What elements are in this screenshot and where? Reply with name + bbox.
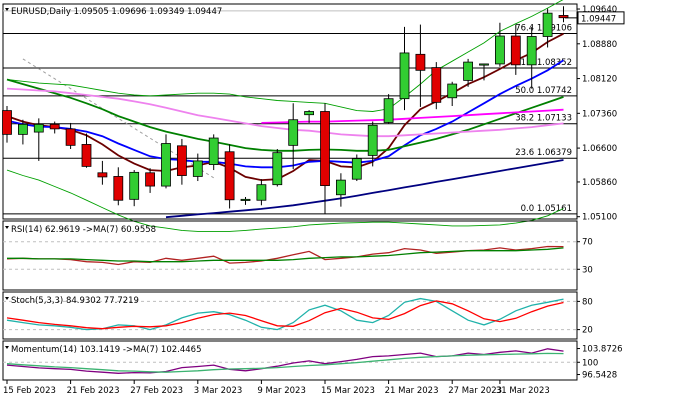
price-axis-label: 1.06600 bbox=[582, 144, 617, 154]
momentum-series-1 bbox=[6, 348, 564, 374]
price-axis-label: 1.05100 bbox=[582, 213, 617, 223]
candle-body bbox=[192, 160, 203, 177]
fib-level-label: 0.0 1.05161 bbox=[521, 204, 572, 214]
momentum-title: Momentum(14) 103.1419 ->MA(7) 102.4465 bbox=[11, 345, 201, 355]
time-axis-label: 27 Mar 2023 bbox=[448, 386, 502, 396]
rsi-axis-label: 70 bbox=[582, 238, 593, 248]
moving-average-1 bbox=[6, 32, 564, 182]
momentum-arrow-icon bbox=[5, 346, 9, 349]
momentum-series-2 bbox=[6, 352, 564, 373]
bollinger-lower bbox=[6, 169, 564, 232]
candle-body bbox=[351, 158, 362, 180]
candle-body bbox=[542, 12, 553, 37]
momentum-axis-label: 100 bbox=[582, 358, 598, 368]
rsi-series-1 bbox=[6, 245, 564, 266]
candle-body bbox=[335, 179, 346, 196]
fib-level-label: 50.0 1.07742 bbox=[515, 86, 572, 96]
time-axis-label: 21 Mar 2023 bbox=[385, 386, 439, 396]
candle-body bbox=[320, 111, 330, 187]
candle-body bbox=[161, 143, 171, 187]
momentum-axis-label: 103.8726 bbox=[582, 345, 623, 355]
momentum-panel: 103.8726 100 96.5428 Momentum(14) 103.1419 … bbox=[2, 340, 623, 381]
candle-body bbox=[256, 184, 267, 201]
moving-average-5 bbox=[261, 108, 564, 124]
candle-body bbox=[383, 98, 394, 123]
rsi-panel: 70 30 RSI(14) 62.9619 ->MA(7) 60.9558 bbox=[2, 220, 593, 291]
candle-body bbox=[463, 61, 474, 81]
stoch-axis-label: 80 bbox=[582, 297, 593, 307]
price-axis-label: 1.05860 bbox=[582, 178, 617, 188]
rsi-arrow-icon bbox=[5, 226, 9, 229]
candle-body bbox=[224, 151, 235, 201]
price-panel-frame bbox=[2, 3, 578, 220]
candle-body bbox=[415, 53, 426, 71]
time-axis-label: 3 Mar 2023 bbox=[194, 386, 242, 396]
moving-average-3 bbox=[6, 78, 564, 152]
moving-average-6 bbox=[165, 159, 564, 219]
momentum-frame bbox=[2, 340, 578, 381]
time-axis-label: 15 Mar 2023 bbox=[321, 386, 375, 396]
price-axis-label: 1.09640 bbox=[582, 5, 617, 15]
candle-body bbox=[494, 35, 505, 65]
candle-body bbox=[145, 172, 156, 187]
rsi-frame bbox=[2, 220, 578, 291]
candle-body bbox=[526, 36, 537, 66]
candle-body bbox=[510, 35, 521, 66]
momentum-axis-label: 96.5428 bbox=[582, 371, 617, 381]
moving-average-4 bbox=[6, 87, 564, 138]
candle-body bbox=[129, 171, 140, 200]
fib-level-label: 61.8 1.08352 bbox=[515, 58, 572, 68]
candle-body bbox=[304, 111, 315, 116]
stoch-series-2 bbox=[6, 300, 564, 330]
time-axis-label: 27 Feb 2023 bbox=[130, 386, 183, 396]
candle-body bbox=[17, 123, 28, 135]
candle-body bbox=[399, 52, 410, 100]
header-arrow-icon bbox=[5, 8, 9, 11]
candle-body bbox=[288, 119, 299, 146]
time-axis-label: 9 Mar 2023 bbox=[257, 386, 305, 396]
candle-body bbox=[176, 145, 187, 176]
rsi-series-2 bbox=[7, 247, 564, 263]
chart-header: EURUSD,Daily 1.09505 1.09696 1.09349 1.0… bbox=[11, 7, 222, 17]
candle-body bbox=[272, 152, 283, 186]
candle-body bbox=[97, 172, 108, 178]
bollinger-upper bbox=[6, 0, 564, 112]
rsi-title: RSI(14) 62.9619 ->MA(7) 60.9558 bbox=[11, 225, 156, 235]
fib-level-label: 23.6 1.06379 bbox=[515, 148, 572, 158]
candle-body bbox=[558, 15, 569, 19]
last-price-label: 1.09447 bbox=[581, 14, 616, 24]
time-axis: 15 Feb 2023 21 Feb 2023 27 Feb 2023 3 Mar 2… bbox=[3, 380, 550, 396]
rsi-axis-label: 30 bbox=[582, 265, 593, 275]
price-axis-label: 1.08880 bbox=[582, 40, 617, 50]
last-price-box bbox=[577, 11, 625, 25]
fib-level-label: 38.2 1.07133 bbox=[515, 114, 572, 124]
price-axis-label: 1.08120 bbox=[582, 75, 617, 85]
stoch-axis-label: 20 bbox=[582, 326, 593, 336]
candle-body bbox=[479, 63, 489, 66]
time-axis-label: 21 Feb 2023 bbox=[67, 386, 120, 396]
stoch-arrow-icon bbox=[5, 297, 9, 300]
candle-body bbox=[33, 123, 44, 133]
stoch-panel: 80 20 Stoch(5,3,3) 84.9302 77.7219 bbox=[2, 291, 593, 340]
candle-body bbox=[240, 198, 251, 201]
time-axis-label: 15 Feb 2023 bbox=[3, 386, 56, 396]
candle-body bbox=[49, 123, 60, 130]
moving-average-2 bbox=[6, 59, 564, 169]
time-axis-label: 31 Mar 2023 bbox=[496, 386, 550, 396]
price-axis-label: 1.07360 bbox=[582, 109, 617, 119]
stoch-frame bbox=[2, 291, 578, 340]
candle-body bbox=[113, 176, 124, 201]
candle-body bbox=[81, 144, 92, 167]
candle-body bbox=[2, 110, 12, 135]
candle-body bbox=[447, 83, 458, 99]
candle-body bbox=[208, 137, 219, 165]
candle-body bbox=[367, 124, 378, 156]
candle-body bbox=[431, 67, 442, 103]
candle-body bbox=[65, 128, 76, 146]
stoch-title: Stoch(5,3,3) 84.9302 77.7219 bbox=[11, 296, 139, 306]
